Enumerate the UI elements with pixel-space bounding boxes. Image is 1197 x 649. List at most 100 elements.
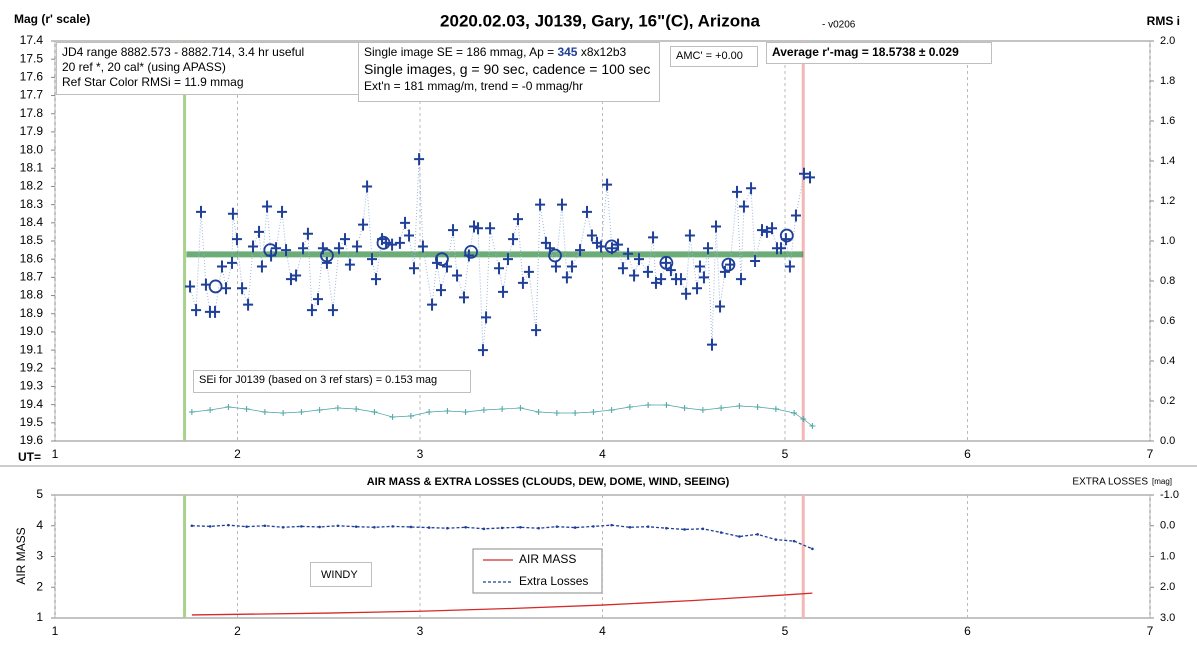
point xyxy=(702,242,713,255)
point xyxy=(306,304,317,317)
y2-axis-label: EXTRA LOSSES xyxy=(1072,477,1148,488)
sei-point xyxy=(207,407,214,413)
sei-point xyxy=(699,407,706,413)
y-tick-label: 17.7 xyxy=(20,88,44,102)
y-tick-label: 18.9 xyxy=(20,306,44,320)
series-point xyxy=(409,525,413,529)
point xyxy=(556,198,567,211)
point xyxy=(736,273,747,286)
point xyxy=(312,293,323,306)
point xyxy=(581,205,592,218)
sei-point xyxy=(572,410,579,416)
series-point xyxy=(738,535,741,538)
point xyxy=(715,300,726,313)
point xyxy=(435,284,446,297)
series-point xyxy=(208,525,212,528)
point xyxy=(550,260,561,273)
x-tick-label: 1 xyxy=(52,624,59,638)
point xyxy=(732,185,743,198)
point xyxy=(798,167,809,180)
point xyxy=(485,222,496,235)
average-point xyxy=(604,239,619,254)
series-point xyxy=(190,524,194,528)
point xyxy=(517,276,528,289)
sei-point xyxy=(553,410,560,416)
series-point xyxy=(464,525,467,529)
y2-axis-label: RMS i xyxy=(1147,14,1180,28)
point xyxy=(623,247,634,260)
y-tick-label: 17.8 xyxy=(20,106,44,120)
x-tick-label: 7 xyxy=(1147,447,1154,461)
point xyxy=(394,236,405,249)
point xyxy=(302,227,313,240)
point xyxy=(586,229,597,242)
y-tick-label: 3 xyxy=(36,549,43,563)
chart-title: AIR MASS & EXTRA LOSSES (CLOUDS, DEW, DO… xyxy=(367,476,730,488)
y2-tick-label: 1.0 xyxy=(1160,550,1175,562)
point xyxy=(602,178,613,191)
y-tick-label: 4 xyxy=(36,518,43,532)
average-point xyxy=(208,279,223,294)
point xyxy=(327,304,338,317)
sei-point xyxy=(800,416,807,422)
x-tick-label: 6 xyxy=(964,447,971,461)
point xyxy=(473,222,484,235)
sei-point xyxy=(426,409,433,415)
point xyxy=(191,304,202,317)
point xyxy=(790,209,801,222)
sei-point xyxy=(444,408,451,414)
point xyxy=(661,256,672,269)
y2-tick-label: 2.0 xyxy=(1160,35,1175,47)
average-point xyxy=(659,255,674,270)
y2-tick-label: 1.6 xyxy=(1160,115,1175,127)
y-tick-label: 19.0 xyxy=(20,324,44,338)
x-tick-label: 3 xyxy=(417,624,424,638)
series-point xyxy=(683,528,686,531)
y2-tick-label: 1.0 xyxy=(1160,235,1175,247)
point xyxy=(681,287,692,300)
average-point xyxy=(721,257,736,272)
sei-point xyxy=(718,405,725,411)
point xyxy=(344,258,355,271)
sei-point xyxy=(225,404,232,410)
point xyxy=(231,233,242,246)
point xyxy=(498,285,509,298)
point xyxy=(692,282,703,295)
info-line: Ext'n = 181 mmag/m, trend = -0 mmag/hr xyxy=(364,79,584,93)
series-point xyxy=(245,525,248,528)
x-axis-label: UT= xyxy=(18,450,41,464)
series-point xyxy=(281,525,285,529)
info-text: x8x12b3 xyxy=(577,45,627,59)
sei-point xyxy=(334,405,341,411)
series-point xyxy=(300,525,303,528)
point xyxy=(746,182,757,195)
sei-point xyxy=(517,405,524,411)
point xyxy=(596,240,607,253)
point xyxy=(761,225,772,238)
series-point xyxy=(446,526,449,530)
y-tick-label: 18.6 xyxy=(20,251,44,265)
point xyxy=(400,216,411,229)
point xyxy=(339,233,350,246)
point xyxy=(196,205,206,218)
point xyxy=(567,260,578,273)
info-line: Ref Star Color RMSi = 11.9 mmag xyxy=(62,75,244,89)
point xyxy=(254,225,265,238)
point xyxy=(452,269,463,282)
y2-tick-label: 1.4 xyxy=(1160,155,1175,167)
series-point xyxy=(555,525,559,528)
sei-point xyxy=(188,409,195,415)
point xyxy=(227,207,238,220)
y-tick-label: 1 xyxy=(36,610,43,624)
point xyxy=(711,220,722,233)
average-point xyxy=(263,243,278,257)
series-point xyxy=(756,533,759,536)
point xyxy=(248,240,259,253)
point xyxy=(767,222,778,235)
info-highlight: 345 xyxy=(557,45,578,59)
point xyxy=(694,260,705,273)
y-tick-label: 18.7 xyxy=(20,270,44,284)
sei-point xyxy=(663,402,670,408)
point xyxy=(448,224,459,237)
